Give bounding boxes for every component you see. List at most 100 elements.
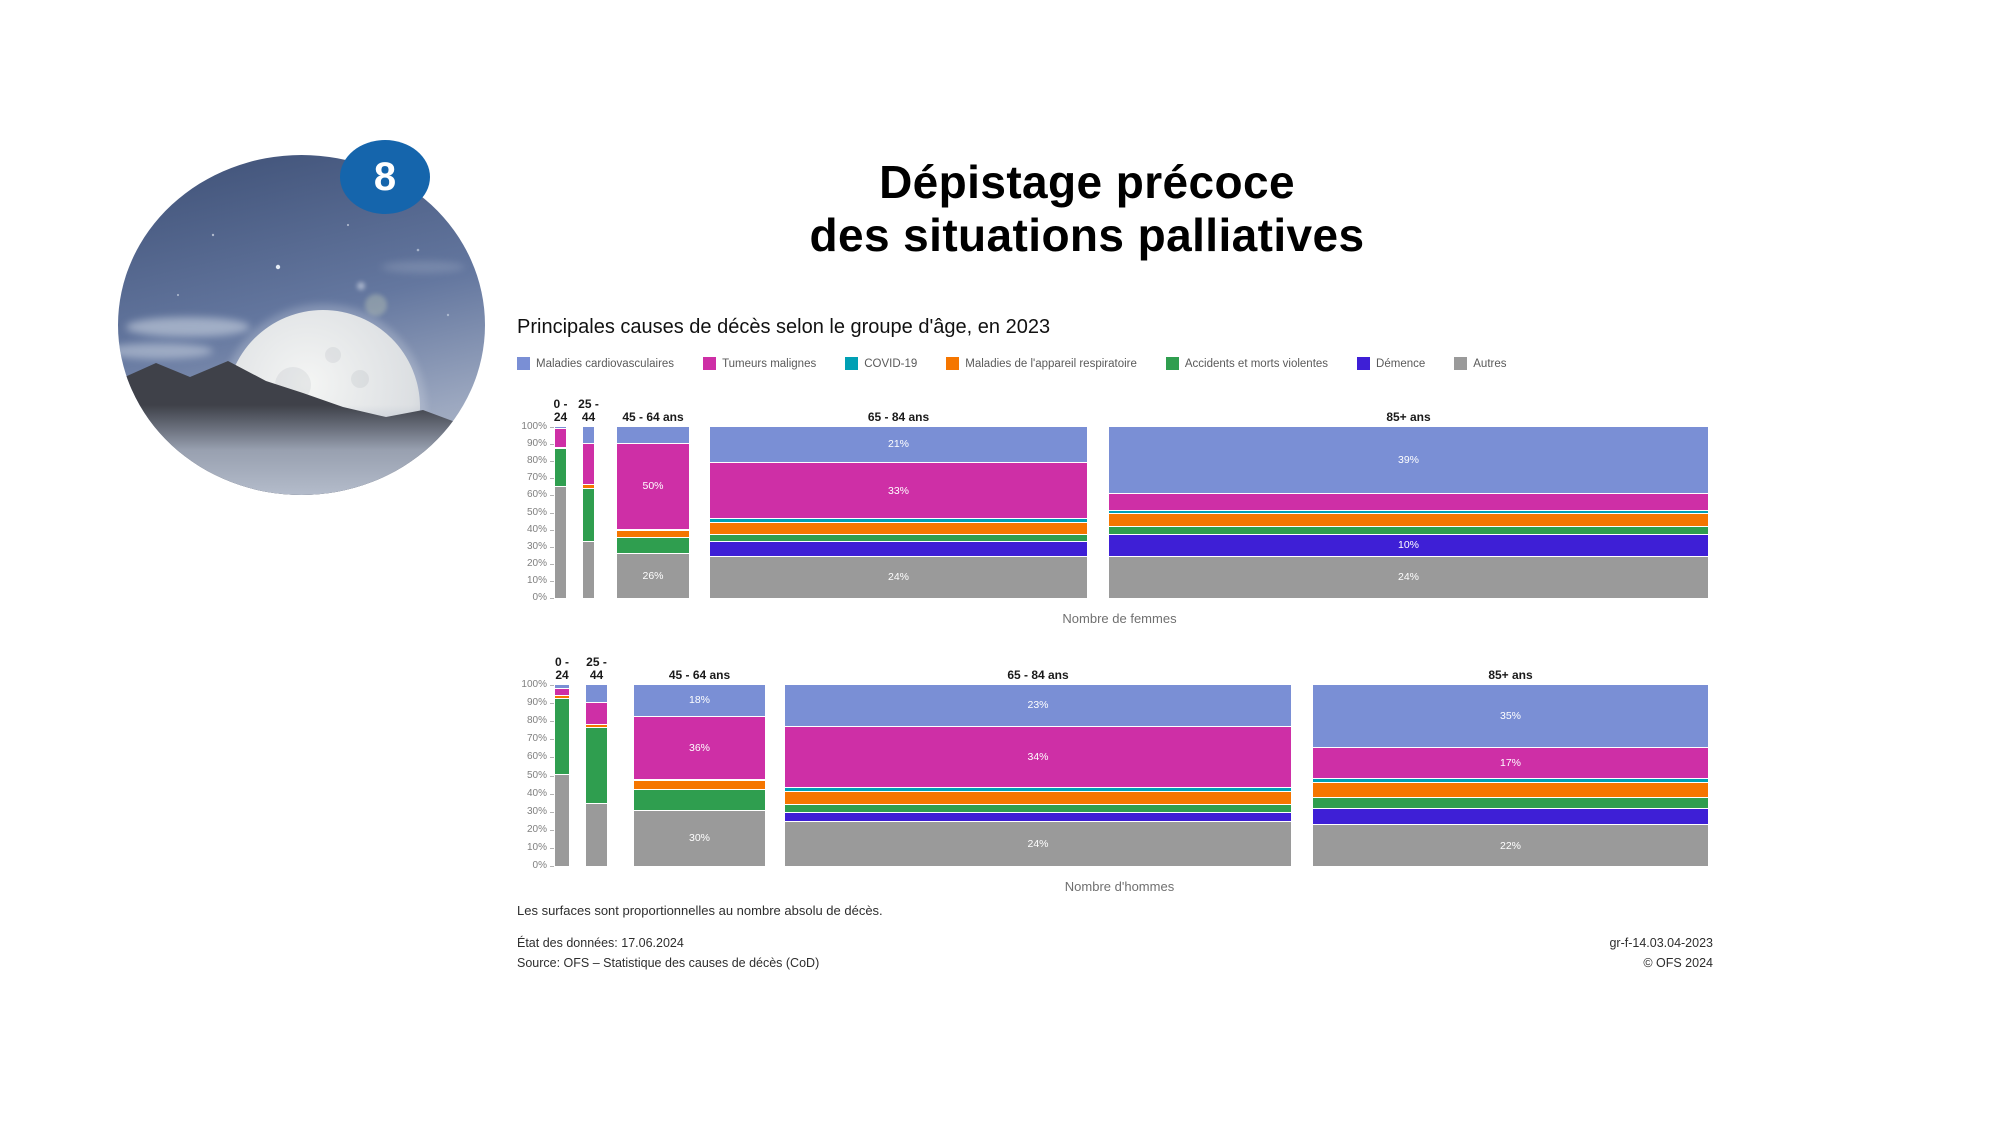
moon-photo	[118, 155, 485, 495]
legend-label: COVID-19	[864, 357, 918, 370]
age-group-header-line: 65 - 84 ans	[1007, 668, 1069, 682]
segment-percentage-label: 34%	[1027, 750, 1049, 763]
y-axis-tick: 30%	[526, 540, 547, 552]
x-axis-label: Nombre d'hommes	[1064, 879, 1175, 894]
age-group-column-45-64: 45 - 64 ans 50% 26%	[617, 411, 689, 598]
age-group-header-line: 65 - 84 ans	[867, 410, 930, 424]
y-axis-tickmark	[550, 529, 554, 531]
age-group-column-65-84: 65 - 84 ans 21% 33% 24%	[710, 411, 1087, 598]
age-group-header-line: 45 - 64 ans	[668, 668, 731, 682]
segment-percentage-label: 18%	[688, 694, 710, 707]
segment-45-64: 18%	[634, 685, 765, 717]
segment-85plus	[1109, 514, 1708, 527]
age-group-header-line: 44	[589, 668, 604, 682]
y-axis-tick: 30%	[526, 805, 547, 817]
y-axis-tick: 10%	[526, 574, 547, 586]
segment-percentage-label: 24%	[887, 571, 909, 584]
segment-percentage-label: 10%	[1397, 539, 1419, 552]
legend-item: Accidents et morts violentes	[1165, 357, 1329, 370]
segment-85plus	[1109, 527, 1708, 535]
fog	[118, 405, 485, 495]
segment-45-64	[617, 530, 689, 539]
segment-25-44	[583, 541, 594, 598]
y-axis-tickmark	[550, 461, 554, 463]
segment-65-84	[785, 788, 1291, 792]
copyright: © OFS 2024	[1643, 956, 1713, 970]
legend-label: Démence	[1376, 357, 1426, 370]
age-group-column-85plus: 85+ ans 39% 10% 24%	[1109, 411, 1708, 598]
segment-65-84	[710, 522, 1087, 535]
age-group-header: 85+ ans	[1386, 411, 1430, 424]
segment-65-84	[785, 813, 1291, 822]
y-axis-tickmark	[550, 703, 554, 705]
segment-0-24	[555, 695, 569, 700]
segment-0-24	[555, 688, 569, 696]
y-axis-tick: 40%	[526, 523, 547, 535]
segment-65-84: 21%	[710, 427, 1087, 463]
segment-85plus: 39%	[1109, 427, 1708, 494]
segment-percentage-label: 23%	[1027, 699, 1049, 712]
age-group-header: 85+ ans	[1488, 669, 1532, 682]
segment-85plus	[1109, 493, 1708, 511]
segment-25-44	[583, 427, 594, 445]
age-group-header: 45 - 64 ans	[622, 411, 683, 424]
segment-45-64	[634, 790, 765, 811]
segment-45-64	[634, 780, 765, 782]
segment-65-84: 24%	[785, 821, 1291, 866]
legend-label: Maladies cardiovasculaires	[536, 357, 675, 370]
y-axis-tickmark	[550, 721, 554, 723]
age-group-column-0-24: 0 -24	[553, 398, 568, 598]
mosaic-chart-hommes: 100% 90% 80% 70% 60% 50% 40% 30% 20% 10% 0% 0 -24 25…	[517, 649, 1722, 904]
segment-85plus: 24%	[1109, 556, 1708, 598]
graphic-code: gr-f-14.03.04-2023	[1609, 936, 1713, 950]
age-group-header: 65 - 84 ans	[1007, 669, 1068, 682]
age-group-header-line: 24	[555, 668, 569, 682]
legend-item: Tumeurs malignes	[703, 357, 816, 370]
y-axis-tickmark	[550, 598, 554, 599]
legend-label: Maladies de l'appareil respiratoire	[965, 357, 1137, 370]
age-group-header: 65 - 84 ans	[868, 411, 929, 424]
age-group-header-line: 0 -	[554, 655, 570, 669]
segment-65-84: 23%	[785, 685, 1291, 727]
age-group-column-25-44: 25 -44	[586, 656, 607, 866]
segment-65-84: 24%	[710, 556, 1087, 598]
segment-0-24	[555, 775, 569, 866]
segment-65-84	[785, 805, 1291, 814]
page-title-line1: Dépistage précoce	[879, 156, 1295, 208]
segment-25-44	[583, 489, 594, 542]
age-group-column-25-44: 25 -44	[578, 398, 599, 598]
data-source: Source: OFS – Statistique des causes de …	[517, 956, 820, 970]
segment-percentage-label: 24%	[1027, 837, 1049, 850]
age-group-column-0-24: 0 -24	[555, 656, 569, 866]
segment-percentage-label: 22%	[1499, 839, 1521, 852]
segment-25-44	[586, 703, 607, 725]
segment-percentage-label: 24%	[1397, 571, 1419, 584]
y-axis-tickmark	[550, 563, 554, 565]
y-axis-tickmark	[550, 546, 554, 548]
age-group-header-line: 24	[553, 410, 568, 424]
segment-85plus	[1313, 779, 1708, 783]
segment-25-44	[586, 685, 607, 704]
segment-85plus: 35%	[1313, 685, 1708, 749]
segment-percentage-label: 35%	[1499, 710, 1521, 723]
segment-percentage-label: 17%	[1499, 757, 1521, 770]
legend-swatch	[703, 357, 717, 370]
segment-45-64: 50%	[617, 444, 689, 530]
age-group-header-line: 44	[581, 410, 596, 424]
segment-85plus	[1313, 782, 1708, 799]
segment-percentage-label: 33%	[887, 484, 909, 497]
y-axis-tickmark	[550, 495, 554, 497]
x-axis-label: Nombre de femmes	[1062, 611, 1177, 626]
segment-45-64: 26%	[617, 553, 689, 598]
segment-0-24	[555, 447, 566, 450]
segment-0-24	[555, 427, 566, 429]
y-axis-tickmark	[550, 685, 554, 686]
footer-right: gr-f-14.03.04-2023 © OFS 2024	[1400, 933, 1713, 973]
legend-item: Maladies de l'appareil respiratoire	[946, 357, 1137, 370]
y-axis-tick: 70%	[526, 472, 547, 484]
y-axis-tickmark	[550, 580, 554, 582]
age-group-column-65-84: 65 - 84 ans 23% 34% 24%	[785, 669, 1291, 866]
legend-swatch	[946, 357, 960, 370]
segment-45-64	[617, 529, 689, 531]
legend-label: Accidents et morts violentes	[1184, 357, 1329, 370]
